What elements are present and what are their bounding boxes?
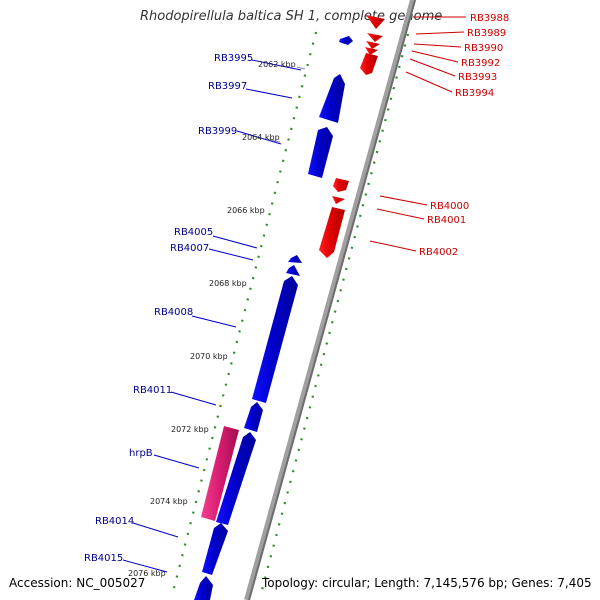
gene-label-rb3990[interactable]: RB3990 <box>464 43 503 54</box>
gene-label-rb4000[interactable]: RB4000 <box>430 201 469 212</box>
genome-title: Rhodopirellula baltica SH 1, complete ge… <box>140 9 443 24</box>
gene-arrow-rb4015[interactable] <box>194 576 213 600</box>
reverse-leaders <box>369 16 466 252</box>
gene-label-hrpb[interactable]: hrpB <box>129 448 153 459</box>
gene-label-rb4002[interactable]: RB4002 <box>419 247 458 258</box>
forward-leaders <box>122 59 302 573</box>
gene-arrow-rb3989[interactable] <box>367 33 383 42</box>
gene-arrow-rb3999[interactable] <box>308 127 333 178</box>
genome-backbone <box>244 0 416 600</box>
gene-label-rb4007[interactable]: RB4007 <box>170 243 209 254</box>
gene-label-rb4015[interactable]: RB4015 <box>84 553 123 564</box>
gene-arrow-rb4007[interactable] <box>286 265 300 276</box>
gene-arrow-rb3997[interactable] <box>319 74 345 123</box>
gene-arrow-rb3992[interactable] <box>365 47 378 55</box>
forward-genes <box>194 36 353 600</box>
gene-arrow-rb4000[interactable] <box>333 178 349 192</box>
gene-arrow-rb4008[interactable] <box>252 276 298 403</box>
gene-label-rb3988[interactable]: RB3988 <box>470 13 509 24</box>
genome-backbone-shadow <box>248 0 416 600</box>
gene-arrow-rb4014[interactable] <box>202 523 228 575</box>
gene-label-rb3989[interactable]: RB3989 <box>467 28 506 39</box>
position-label: 2064 kbp <box>242 133 280 142</box>
genome-summary-label: Topology: circular; Length: 7,145,576 bp… <box>262 576 592 590</box>
gene-label-rb3995[interactable]: RB3995 <box>214 53 253 64</box>
gene-arrow-rb3994[interactable] <box>360 53 378 75</box>
reverse-genes <box>319 15 385 258</box>
outer-tick-track <box>260 33 410 591</box>
gene-label-rb3999[interactable]: RB3999 <box>198 126 237 137</box>
gene-label-rb3994[interactable]: RB3994 <box>455 88 494 99</box>
inner-tick-track <box>171 31 318 593</box>
gene-label-rb4011[interactable]: RB4011 <box>133 385 172 396</box>
position-label: 2070 kbp <box>190 352 228 361</box>
gene-label-rb4005[interactable]: RB4005 <box>174 227 213 238</box>
gene-arrow-rb4012[interactable] <box>216 432 256 525</box>
gene-arrow-rb4011[interactable] <box>244 402 263 432</box>
gene-label-rb4014[interactable]: RB4014 <box>95 516 134 527</box>
position-connectors <box>265 66 306 143</box>
gene-arrow-rb3990[interactable] <box>366 41 380 49</box>
position-label: 2074 kbp <box>150 497 188 506</box>
gene-arrow-rb3995[interactable] <box>339 36 353 45</box>
gene-label-rb4008[interactable]: RB4008 <box>154 307 193 318</box>
position-label: 2068 kbp <box>209 279 247 288</box>
gene-label-rb3992[interactable]: RB3992 <box>461 58 500 69</box>
gene-arrow-rb4001[interactable] <box>332 196 345 204</box>
position-label: 2062 kbp <box>258 60 296 69</box>
gene-arrow-rb4002[interactable] <box>319 207 345 258</box>
accession-label: Accession: NC_005027 <box>9 576 146 590</box>
position-label: 2076 kbp <box>128 569 166 578</box>
gene-label-rb4001[interactable]: RB4001 <box>427 215 466 226</box>
gene-label-rb3997[interactable]: RB3997 <box>208 81 247 92</box>
gene-label-rb3993[interactable]: RB3993 <box>458 72 497 83</box>
gene-arrow-rb3988[interactable] <box>366 15 385 29</box>
gene-arrow-hrpb[interactable] <box>201 426 239 521</box>
position-label: 2066 kbp <box>227 206 265 215</box>
position-label: 2072 kbp <box>171 425 209 434</box>
gene-arrow-rb4005[interactable] <box>288 255 302 263</box>
